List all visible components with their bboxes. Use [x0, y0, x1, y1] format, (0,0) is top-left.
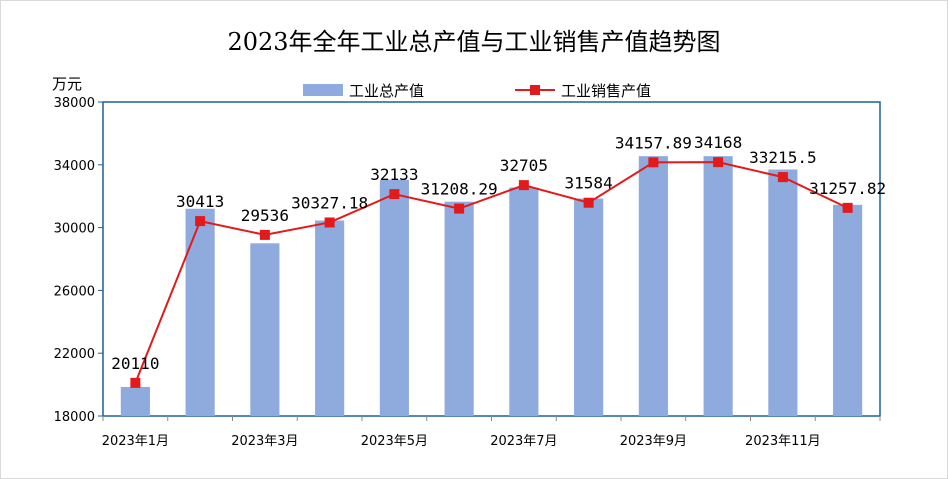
line-point-marker	[259, 229, 270, 240]
y-axis-unit-label: 万元	[52, 75, 83, 93]
line-point-marker	[583, 197, 594, 208]
legend-label-bar: 工业总产值	[349, 82, 424, 100]
x-tick-label: 2023年5月	[361, 434, 428, 449]
line-point-marker	[454, 203, 465, 214]
bar-industrial-output	[185, 208, 215, 416]
line-point-marker	[842, 202, 853, 213]
x-tick-label: 2023年1月	[102, 434, 169, 449]
line-point-marker	[648, 157, 659, 168]
bar-industrial-output	[509, 187, 539, 416]
data-label: 29536	[241, 206, 289, 225]
y-tick-label: 26000	[54, 284, 95, 299]
line-point-marker	[324, 217, 335, 228]
y-tick-label: 30000	[54, 222, 95, 237]
data-label: 30413	[176, 192, 224, 211]
bar-industrial-output	[574, 198, 604, 416]
line-point-marker	[195, 216, 206, 227]
bar-industrial-output	[833, 204, 863, 416]
x-tick-label: 2023年3月	[231, 434, 298, 449]
data-label: 32133	[370, 165, 418, 184]
x-tick-label: 2023年7月	[490, 434, 557, 449]
y-tick-label: 38000	[54, 96, 95, 111]
legend-swatch-bar	[303, 84, 343, 96]
legend-label-line: 工业销售产值	[561, 82, 651, 100]
y-tick-label: 34000	[54, 159, 95, 174]
line-point-marker	[130, 377, 141, 388]
line-point-marker	[713, 157, 724, 168]
bar-industrial-output	[315, 220, 345, 416]
legend-swatch-marker	[530, 85, 540, 95]
chart-title: 2023年全年工业总产值与工业销售产值趋势图	[227, 28, 721, 56]
line-point-marker	[777, 172, 788, 183]
data-label: 32705	[500, 156, 548, 175]
bar-industrial-output	[703, 156, 733, 417]
y-tick-label: 22000	[54, 347, 95, 362]
data-label: 31208.29	[421, 180, 498, 199]
bar-industrial-output	[250, 243, 280, 416]
x-tick-label: 2023年11月	[745, 434, 821, 449]
data-label: 31584	[565, 174, 613, 193]
bar-industrial-output	[120, 386, 150, 416]
x-tick-label: 2023年9月	[620, 434, 687, 449]
data-label: 34157.89	[615, 133, 692, 152]
data-label: 20110	[111, 354, 159, 373]
data-label: 34168	[694, 133, 742, 152]
bar-industrial-output	[638, 156, 668, 417]
line-point-marker	[518, 180, 529, 191]
bar-industrial-output	[379, 179, 409, 416]
bar-industrial-output	[768, 169, 798, 416]
data-label: 31257.82	[809, 179, 886, 198]
line-sales-output	[134, 161, 849, 384]
line-point-marker	[389, 189, 400, 200]
bar-industrial-output	[444, 201, 474, 416]
y-tick-label: 18000	[54, 410, 95, 425]
data-label: 30327.18	[291, 193, 368, 212]
data-label: 33215.5	[749, 148, 816, 167]
